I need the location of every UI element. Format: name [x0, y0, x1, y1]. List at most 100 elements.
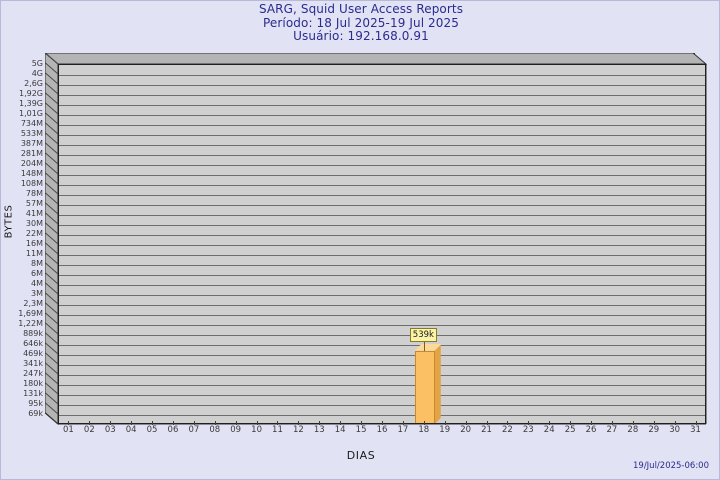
gridline: [59, 185, 705, 186]
x-axis-tick-label: 05: [146, 425, 158, 435]
x-axis-tick: [528, 421, 530, 425]
y-axis-tick-label: 3M: [31, 289, 43, 298]
x-axis-tick-label: 04: [125, 425, 137, 435]
gridline: [59, 235, 705, 236]
gridline: [59, 145, 705, 146]
y-axis-tick-label: 180k: [23, 379, 43, 388]
x-axis-title: DIAS: [346, 449, 376, 462]
y-axis-title: BYTES: [3, 204, 15, 239]
x-axis-tick: [277, 421, 279, 425]
y-axis-tick-label: 30M: [25, 219, 43, 228]
x-axis-tick: [131, 421, 133, 425]
x-axis-tick: [486, 421, 488, 425]
y-axis-tick-label: 148M: [20, 169, 43, 178]
gridline: [59, 215, 705, 216]
x-axis-tick: [382, 421, 383, 425]
x-axis-tick-label: 07: [188, 425, 200, 435]
y-axis-labels: 5G 4G 2,6G 1,92G 1,39G 1,01G 734M 533M 387M 281M 2…: [1, 53, 43, 425]
x-axis-tick-label: 25: [564, 425, 576, 435]
y-axis-tick-label: 8M: [31, 259, 43, 268]
gridline: [59, 395, 705, 396]
x-axis-tick-label: 02: [83, 425, 95, 435]
x-axis-tick: [444, 421, 446, 425]
x-axis-tick: [402, 421, 404, 425]
x-axis-tick-label: 28: [627, 425, 639, 435]
gridline: [59, 75, 705, 76]
x-axis-tick: [110, 421, 112, 425]
x-axis-tick: [340, 421, 342, 425]
x-axis-tick: [256, 421, 258, 425]
y-axis-tick-label: 1,69M: [18, 309, 43, 318]
x-axis-tick: [653, 421, 655, 425]
x-axis-tick-label: 15: [355, 425, 367, 435]
page-title: SARG, Squid User Access Reports: [258, 2, 464, 16]
y-axis-tick-label: 41M: [25, 209, 43, 218]
x-axis-tick: [214, 421, 216, 425]
x-axis-tick: [193, 421, 195, 425]
x-axis-tick: [152, 421, 154, 425]
gridline: [59, 165, 705, 166]
y-axis-tick-label: 5G: [31, 59, 43, 68]
y-axis-tick-label: 16M: [25, 239, 43, 248]
x-axis-tick-label: 12: [292, 425, 304, 435]
gridline: [59, 255, 705, 256]
y-axis-tick-label: 889k: [23, 329, 43, 338]
y-axis-tick-label: 341k: [23, 359, 43, 368]
y-axis-tick-label: 69k: [28, 409, 43, 418]
y-axis-tick-label: 2,6G: [24, 79, 43, 88]
x-axis-tick: [298, 421, 300, 425]
bar[interactable]: [414, 350, 435, 423]
y-axis-tick-label: 1,01G: [18, 109, 43, 118]
x-axis-tick: [549, 421, 551, 425]
gridline: [59, 195, 705, 196]
gridline: [59, 385, 705, 386]
gridline: [59, 135, 705, 136]
depth-connector: [45, 412, 59, 425]
y-axis-tick-label: 57M: [25, 199, 43, 208]
gridlines: [59, 65, 705, 423]
chart-title-block: SARG, Squid User Access Reports Período:…: [1, 2, 720, 44]
x-axis-tick: [172, 421, 174, 425]
x-axis-tick-label: 24: [543, 425, 555, 435]
gridline: [59, 115, 705, 116]
gridline: [59, 315, 705, 316]
gridline: [59, 285, 705, 286]
y-axis-tick-label: 4G: [31, 69, 43, 78]
bar-value-label: 539k: [409, 327, 437, 342]
x-axis-tick-label: 01: [63, 425, 74, 435]
depth-connector: [45, 412, 59, 425]
gridline: [59, 335, 705, 336]
x-axis-tick: [611, 421, 613, 425]
gridline: [59, 295, 705, 296]
y-axis-tick-label: 2,3M: [23, 299, 43, 308]
gridline: [59, 175, 705, 176]
report-period: Período: 18 Jul 2025-19 Jul 2025: [263, 15, 459, 30]
gridline: [59, 245, 705, 246]
y-axis-tick-label: 734M: [20, 119, 43, 128]
y-axis-tick-label: 131k: [23, 389, 43, 398]
x-axis-tick-label: 11: [272, 425, 283, 435]
y-axis-tick-label: 247k: [23, 369, 43, 378]
y-axis-tick-label: 281M: [20, 149, 43, 158]
gridline: [59, 155, 705, 156]
gridline: [59, 275, 705, 276]
bar-side-face: [433, 343, 441, 423]
y-axis-tick-label: 533M: [20, 129, 43, 138]
x-axis-tick-label: 22: [501, 425, 513, 435]
x-axis-tick: [89, 421, 91, 425]
gridline: [59, 345, 705, 346]
x-axis-tick: [68, 421, 70, 425]
x-axis-tick: [570, 421, 572, 425]
x-axis-tick: [632, 421, 634, 425]
x-axis-tick: [591, 421, 593, 425]
x-axis-tick: [465, 421, 467, 425]
x-axis-tick-label: 03: [104, 425, 116, 435]
x-axis-tick-label: 18: [418, 425, 430, 435]
gridline: [59, 105, 705, 106]
x-axis-tick-label: 08: [209, 425, 221, 435]
gridline: [59, 305, 705, 306]
x-axis-tick-label: 27: [606, 425, 618, 435]
y-axis-tick-label: 1,92G: [18, 89, 43, 98]
gridline: [59, 265, 705, 266]
x-axis-tick-label: 31: [690, 425, 701, 435]
